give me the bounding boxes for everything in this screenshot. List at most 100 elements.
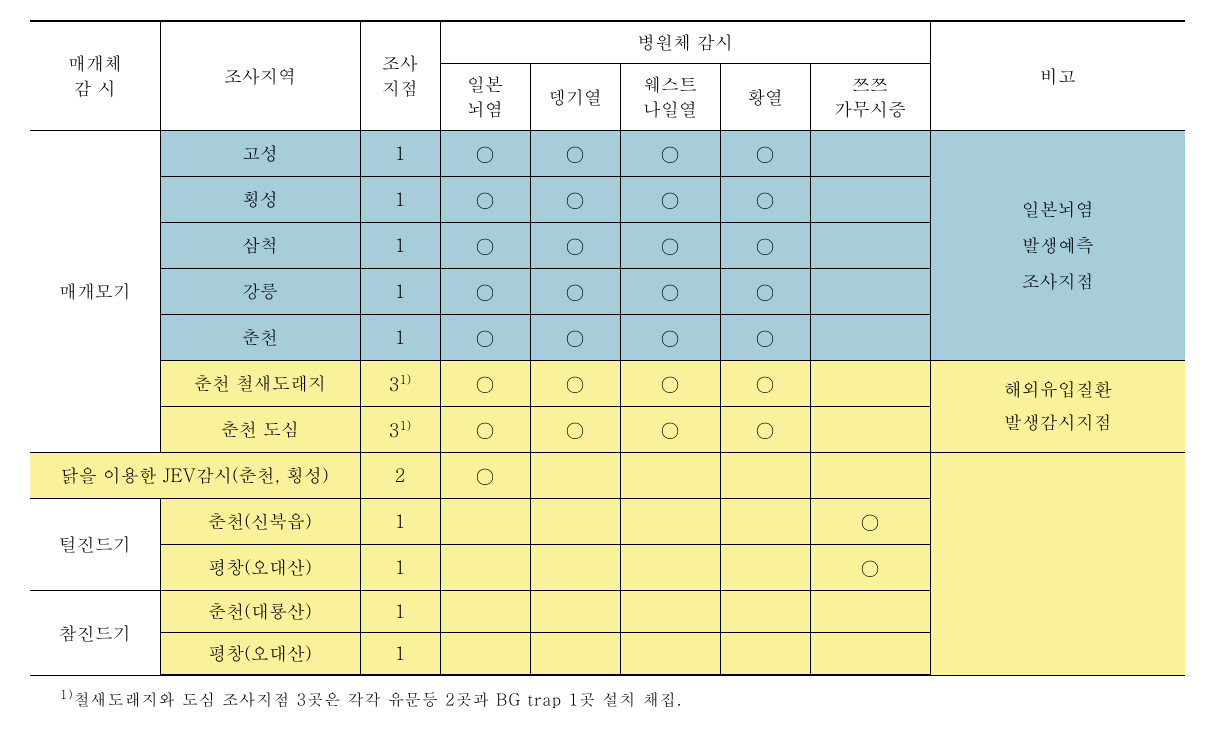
empty-cell [810, 223, 930, 269]
empty-cell [810, 131, 930, 177]
empty-cell [440, 545, 530, 591]
empty-cell [810, 633, 930, 676]
empty-cell [720, 453, 810, 499]
mark-cell: ○ [810, 499, 930, 545]
empty-cell [720, 633, 810, 676]
remark-yellow: 해외유입질환 발생감시지점 [930, 361, 1185, 453]
mark-cell: ○ [620, 361, 720, 407]
mark-cell: ○ [530, 407, 620, 453]
empty-cell [810, 591, 930, 633]
mark-cell: ○ [440, 361, 530, 407]
empty-cell [620, 633, 720, 676]
point-cell: 31) [360, 407, 440, 453]
point-cell: 1 [360, 177, 440, 223]
group-chicken: 닭을 이용한 JEV감시(춘천, 횡성) [30, 453, 360, 499]
mark-cell: ○ [530, 177, 620, 223]
point-cell: 1 [360, 269, 440, 315]
mark-cell: ○ [530, 269, 620, 315]
empty-cell [530, 499, 620, 545]
mark-cell: ○ [720, 223, 810, 269]
mark-cell: ○ [440, 315, 530, 361]
mark-cell: ○ [440, 177, 530, 223]
empty-cell [810, 269, 930, 315]
mark-cell: ○ [620, 177, 720, 223]
empty-cell [620, 545, 720, 591]
empty-cell [720, 591, 810, 633]
surveillance-table: 매개체 감 시 조사지역 조사 지점 병원체 감시 비고 일본뇌염 뎅기열 웨스… [30, 20, 1185, 676]
empty-cell [530, 545, 620, 591]
point-cell: 1 [360, 131, 440, 177]
mark-cell: ○ [720, 131, 810, 177]
region-cell: 평창(오대산) [160, 545, 360, 591]
region-cell: 춘천 철새도래지 [160, 361, 360, 407]
mark-cell: ○ [440, 407, 530, 453]
empty-cell [720, 545, 810, 591]
point-cell: 31) [360, 361, 440, 407]
footnote: 1)철새도래지와 도심 조사지점 3곳은 각각 유문등 2곳과 BG trap … [30, 676, 1185, 710]
mark-cell: ○ [440, 223, 530, 269]
header-p4: 황열 [720, 64, 810, 131]
point-cell: 1 [360, 545, 440, 591]
empty-cell [620, 453, 720, 499]
empty-cell [810, 361, 930, 407]
empty-cell [440, 633, 530, 676]
group-mite: 털진드기 [30, 499, 160, 591]
region-cell: 고성 [160, 131, 360, 177]
mark-cell: ○ [720, 361, 810, 407]
empty-cell [810, 407, 930, 453]
header-point: 조사 지점 [360, 21, 440, 131]
group-mosquito: 매개모기 [30, 131, 160, 453]
remark-empty [930, 453, 1185, 676]
region-cell: 평창(오대산) [160, 633, 360, 676]
header-p2: 뎅기열 [530, 64, 620, 131]
mark-cell: ○ [620, 315, 720, 361]
mark-cell: ○ [440, 131, 530, 177]
empty-cell [530, 453, 620, 499]
empty-cell [810, 315, 930, 361]
region-cell: 횡성 [160, 177, 360, 223]
point-cell: 1 [360, 633, 440, 676]
header-region: 조사지역 [160, 21, 360, 131]
header-remark: 비고 [930, 21, 1185, 131]
empty-cell [620, 591, 720, 633]
empty-cell [530, 633, 620, 676]
mark-cell: ○ [620, 269, 720, 315]
mark-cell: ○ [810, 545, 930, 591]
header-p1: 일본뇌염 [440, 64, 530, 131]
mark-cell: ○ [440, 269, 530, 315]
point-cell: 1 [360, 591, 440, 633]
header-pathogen-group: 병원체 감시 [440, 21, 930, 64]
point-cell: 1 [360, 223, 440, 269]
mark-cell: ○ [530, 131, 620, 177]
region-cell: 춘천 도심 [160, 407, 360, 453]
mark-cell: ○ [620, 223, 720, 269]
mark-cell: ○ [530, 223, 620, 269]
empty-cell [440, 591, 530, 633]
region-cell: 삼척 [160, 223, 360, 269]
empty-cell [720, 499, 810, 545]
region-cell: 춘천 [160, 315, 360, 361]
empty-cell [810, 177, 930, 223]
mark-cell: ○ [530, 361, 620, 407]
empty-cell [810, 453, 930, 499]
point-cell: 1 [360, 499, 440, 545]
mark-cell: ○ [530, 315, 620, 361]
mark-cell: ○ [720, 407, 810, 453]
region-cell: 춘천(대룡산) [160, 591, 360, 633]
mark-cell: ○ [720, 269, 810, 315]
region-cell: 강릉 [160, 269, 360, 315]
mark-cell: ○ [620, 407, 720, 453]
header-p5: 쯔쯔가무시증 [810, 64, 930, 131]
empty-cell [440, 499, 530, 545]
empty-cell [620, 499, 720, 545]
remark-blue: 일본뇌염 발생예측 조사지점 [930, 131, 1185, 361]
point-cell: 2 [360, 453, 440, 499]
mark-cell: ○ [720, 315, 810, 361]
header-vector: 매개체 감 시 [30, 21, 160, 131]
point-cell: 1 [360, 315, 440, 361]
mark-cell: ○ [720, 177, 810, 223]
header-p3: 웨스트나일열 [620, 64, 720, 131]
region-cell: 춘천(신북읍) [160, 499, 360, 545]
mark-cell: ○ [620, 131, 720, 177]
group-tick: 참진드기 [30, 591, 160, 676]
